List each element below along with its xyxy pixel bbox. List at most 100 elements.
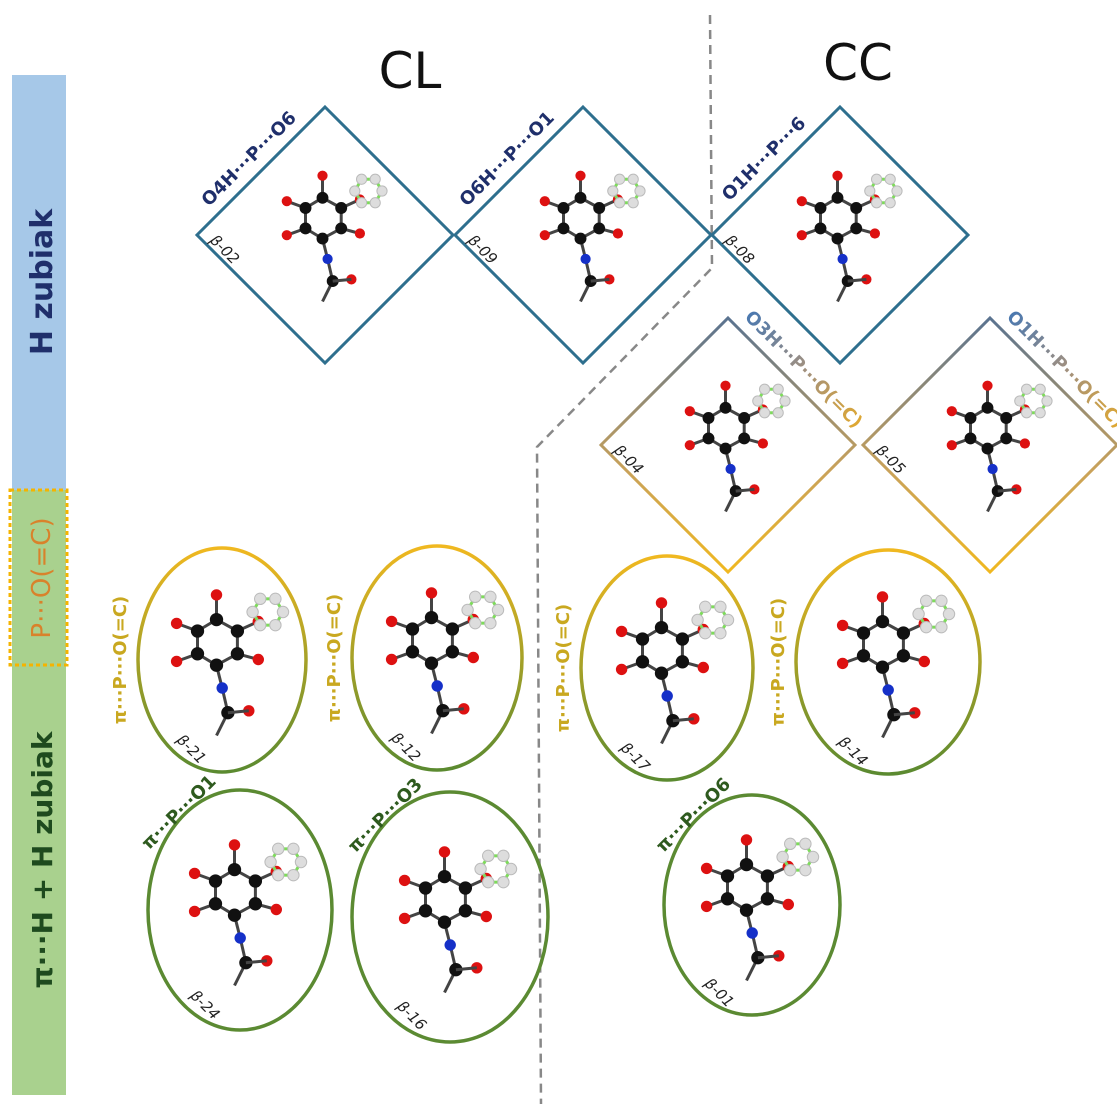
atom [1022, 384, 1032, 394]
atom [253, 654, 264, 665]
atom [505, 863, 516, 874]
atom [832, 233, 844, 245]
atom [921, 595, 932, 606]
atom [721, 892, 734, 905]
atom [1020, 438, 1030, 448]
atom [483, 850, 494, 861]
atom [217, 682, 228, 693]
atom [892, 186, 902, 196]
atom [837, 658, 848, 669]
conformer: π···P···O3β-16 [344, 774, 548, 1042]
atom [459, 881, 472, 894]
atom [1035, 408, 1045, 418]
atom [419, 881, 432, 894]
figure: CL CC H zubiak P···O(=C) π···H + H zubia… [0, 0, 1117, 1104]
atom [741, 834, 752, 845]
atom [936, 595, 947, 606]
atom [636, 632, 649, 645]
atom [628, 174, 638, 184]
atom [608, 186, 618, 196]
atom [635, 186, 645, 196]
atom [850, 222, 862, 234]
atom [1035, 384, 1045, 394]
atom [761, 869, 774, 882]
bond [673, 719, 694, 721]
atom [300, 202, 312, 214]
atom [575, 192, 587, 204]
column-title: CC [823, 34, 893, 92]
atom [470, 591, 481, 602]
interaction-label: π···P···O(=C) [110, 596, 131, 725]
atom [317, 192, 329, 204]
atom [377, 186, 387, 196]
atom [883, 684, 894, 695]
atom [235, 932, 246, 943]
atom [370, 198, 380, 208]
atom [439, 846, 450, 857]
atom [191, 647, 204, 660]
atom [273, 843, 284, 854]
atom [676, 632, 689, 645]
atom [720, 443, 732, 455]
atom [386, 616, 397, 627]
atom [370, 174, 380, 184]
atom [715, 627, 726, 638]
atom [721, 869, 734, 882]
bond [848, 279, 867, 281]
atom [815, 202, 827, 214]
atom [406, 622, 419, 635]
atom [947, 440, 957, 450]
atom [982, 402, 994, 414]
atom [498, 876, 509, 887]
conformer: O6H···P···O1β-09 [455, 107, 711, 363]
atom [965, 412, 977, 424]
conformer-id: β-16 [393, 996, 431, 1034]
ellipse [352, 546, 522, 770]
bond [758, 956, 779, 958]
interaction-label: π···P···O(=C) [324, 594, 345, 723]
atom [885, 198, 895, 208]
atom [783, 899, 794, 910]
atom [740, 904, 753, 917]
conformer-id: β-12 [387, 728, 425, 766]
atom [722, 614, 733, 625]
bond [456, 968, 477, 970]
atom [399, 913, 410, 924]
atom [558, 222, 570, 234]
bond [228, 711, 249, 713]
atom [432, 680, 443, 691]
atom [540, 196, 550, 206]
atom [475, 863, 486, 874]
interaction-label: O4H···P···O6 [198, 108, 301, 211]
atom [483, 876, 494, 887]
atom [255, 619, 266, 630]
atom [703, 412, 715, 424]
atom [231, 647, 244, 660]
ellipse [796, 550, 980, 774]
atom [247, 606, 258, 617]
atom [897, 626, 910, 639]
atom [593, 202, 605, 214]
atom [470, 617, 481, 628]
atom [581, 254, 591, 264]
atom [419, 904, 432, 917]
atom [540, 230, 550, 240]
conformer: π···P···O(=C)β-21 [110, 548, 306, 772]
atom [209, 897, 222, 910]
conformer: π···P···O1β-24 [138, 771, 332, 1030]
atom [229, 839, 240, 850]
atom [277, 606, 288, 617]
atom [726, 464, 736, 474]
atom [425, 611, 438, 624]
atom [1000, 412, 1012, 424]
atom [498, 850, 509, 861]
atom [189, 906, 200, 917]
atom [685, 406, 695, 416]
atom [288, 843, 299, 854]
atom [832, 192, 844, 204]
atom [872, 198, 882, 208]
conformer: π···P···O6β-01 [652, 774, 840, 1015]
atom [593, 222, 605, 234]
atom [211, 589, 222, 600]
bond [894, 713, 915, 715]
